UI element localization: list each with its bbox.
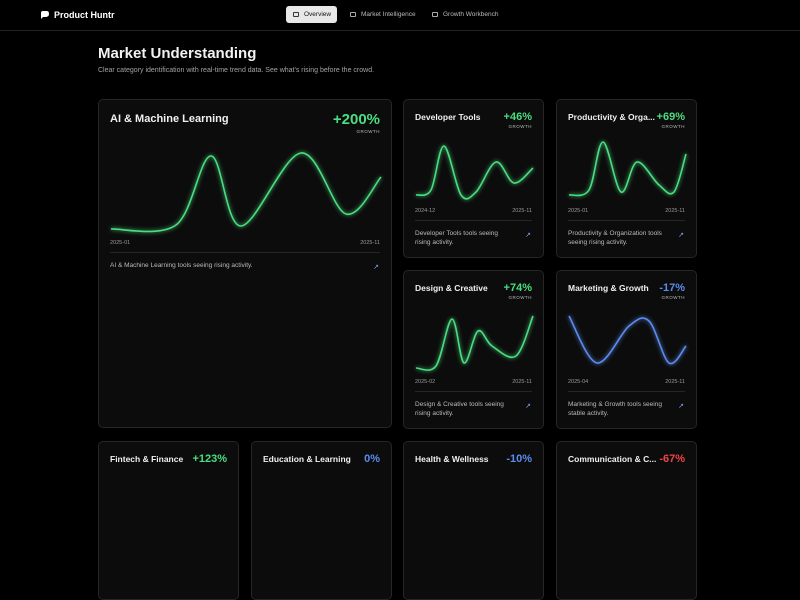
brand: Product Huntr (54, 10, 115, 20)
nav-tab[interactable]: Market Intelligence (343, 6, 422, 23)
page: Product Huntr Overview Market Intelligen… (0, 6, 800, 600)
growth-value: 0% (364, 453, 380, 465)
card-title: Fintech & Finance (110, 454, 184, 464)
category-card[interactable]: Design & Creative +74% GROWTH 2025-02 2025-1… (403, 270, 544, 429)
date-start: 2024-12 (415, 208, 436, 214)
category-card[interactable]: AI & Machine Learning +200% GROWTH 2025-01 2… (98, 99, 392, 428)
card-divider (110, 252, 380, 253)
sparkline (568, 315, 687, 365)
trend-line (415, 315, 534, 371)
growth-label: GROWTH (508, 124, 532, 129)
card-title: Education & Learning (263, 454, 351, 464)
open-arrow: ↗ (678, 403, 684, 410)
date-start: 2025-01 (568, 208, 589, 214)
card-divider (415, 391, 532, 392)
trend-line (568, 315, 687, 365)
card-description: Design & Creative tools seeing rising ac… (415, 401, 504, 417)
date-start: 2025-02 (415, 379, 436, 385)
card-title: AI & Machine Learning (110, 113, 229, 125)
trend-line (110, 152, 382, 233)
date-start: 2025-04 (568, 379, 589, 385)
logo (41, 11, 49, 19)
card-description: AI & Machine Learning tools seeing risin… (110, 262, 253, 269)
growth-label: GROWTH (661, 124, 685, 129)
card-description: Marketing & Growth tools seeing stable a… (568, 401, 662, 417)
date-end: 2025-11 (360, 240, 380, 246)
growth-value: -17% (659, 282, 685, 294)
date-end: 2025-11 (512, 208, 532, 214)
growth-label: GROWTH (661, 295, 685, 300)
growth-value: -10% (506, 453, 532, 465)
growth-label: GROWTH (508, 295, 532, 300)
growth-label: GROWTH (356, 129, 380, 134)
card-divider (415, 220, 532, 221)
card-title: Design & Creative (415, 283, 488, 293)
page-title: Market Understanding (98, 45, 257, 62)
open-arrow: ↗ (678, 232, 684, 239)
trend-line (415, 145, 534, 200)
date-end: 2025-11 (665, 379, 685, 385)
growth-value: +123% (192, 453, 227, 465)
card-description: Developer Tools tools seeing rising acti… (415, 230, 498, 246)
category-card[interactable]: Developer Tools +46% GROWTH 2024-12 2025-11 D… (403, 99, 544, 258)
category-card[interactable]: Health & Wellness -10% (403, 441, 544, 600)
card-title: Health & Wellness (415, 454, 489, 464)
open-arrow: ↗ (373, 264, 379, 271)
nav-tab[interactable]: Growth Workbench (425, 6, 505, 23)
nav-divider (0, 30, 800, 31)
card-title: Developer Tools (415, 112, 481, 122)
sparkline (415, 315, 534, 371)
card-divider (568, 391, 685, 392)
growth-value: +69% (656, 111, 685, 123)
open-arrow: ↗ (525, 403, 531, 410)
tab-icon (350, 12, 356, 17)
category-card[interactable]: Productivity & Orga... +69% GROWTH 2025-01 2… (556, 99, 697, 258)
growth-value: -67% (659, 453, 685, 465)
sparkline (415, 145, 534, 200)
nav-tab[interactable]: Overview (286, 6, 338, 23)
card-title: Communication & C... (568, 454, 657, 464)
open-arrow: ↗ (525, 232, 531, 239)
card-title: Productivity & Orga... (568, 112, 655, 122)
category-card[interactable]: Fintech & Finance +123% (98, 441, 239, 600)
card-title: Marketing & Growth (568, 283, 649, 293)
sparkline (110, 152, 382, 233)
card-divider (568, 220, 685, 221)
card-description: Productivity & Organization tools seeing… (568, 230, 662, 246)
page-subtitle: Clear category identification with real-… (98, 67, 375, 74)
category-card[interactable]: Communication & C... -67% (556, 441, 697, 600)
tab-icon (293, 12, 299, 17)
sparkline (568, 141, 687, 197)
date-start: 2025-01 (110, 240, 131, 246)
growth-value: +46% (503, 111, 532, 123)
date-end: 2025-11 (665, 208, 685, 214)
category-card[interactable]: Education & Learning 0% (251, 441, 392, 600)
date-end: 2025-11 (512, 379, 532, 385)
category-card[interactable]: Marketing & Growth -17% GROWTH 2025-04 2025-… (556, 270, 697, 429)
growth-value: +74% (503, 282, 532, 294)
tab-icon (432, 12, 438, 17)
growth-value: +200% (332, 111, 380, 128)
trend-line (568, 141, 687, 197)
